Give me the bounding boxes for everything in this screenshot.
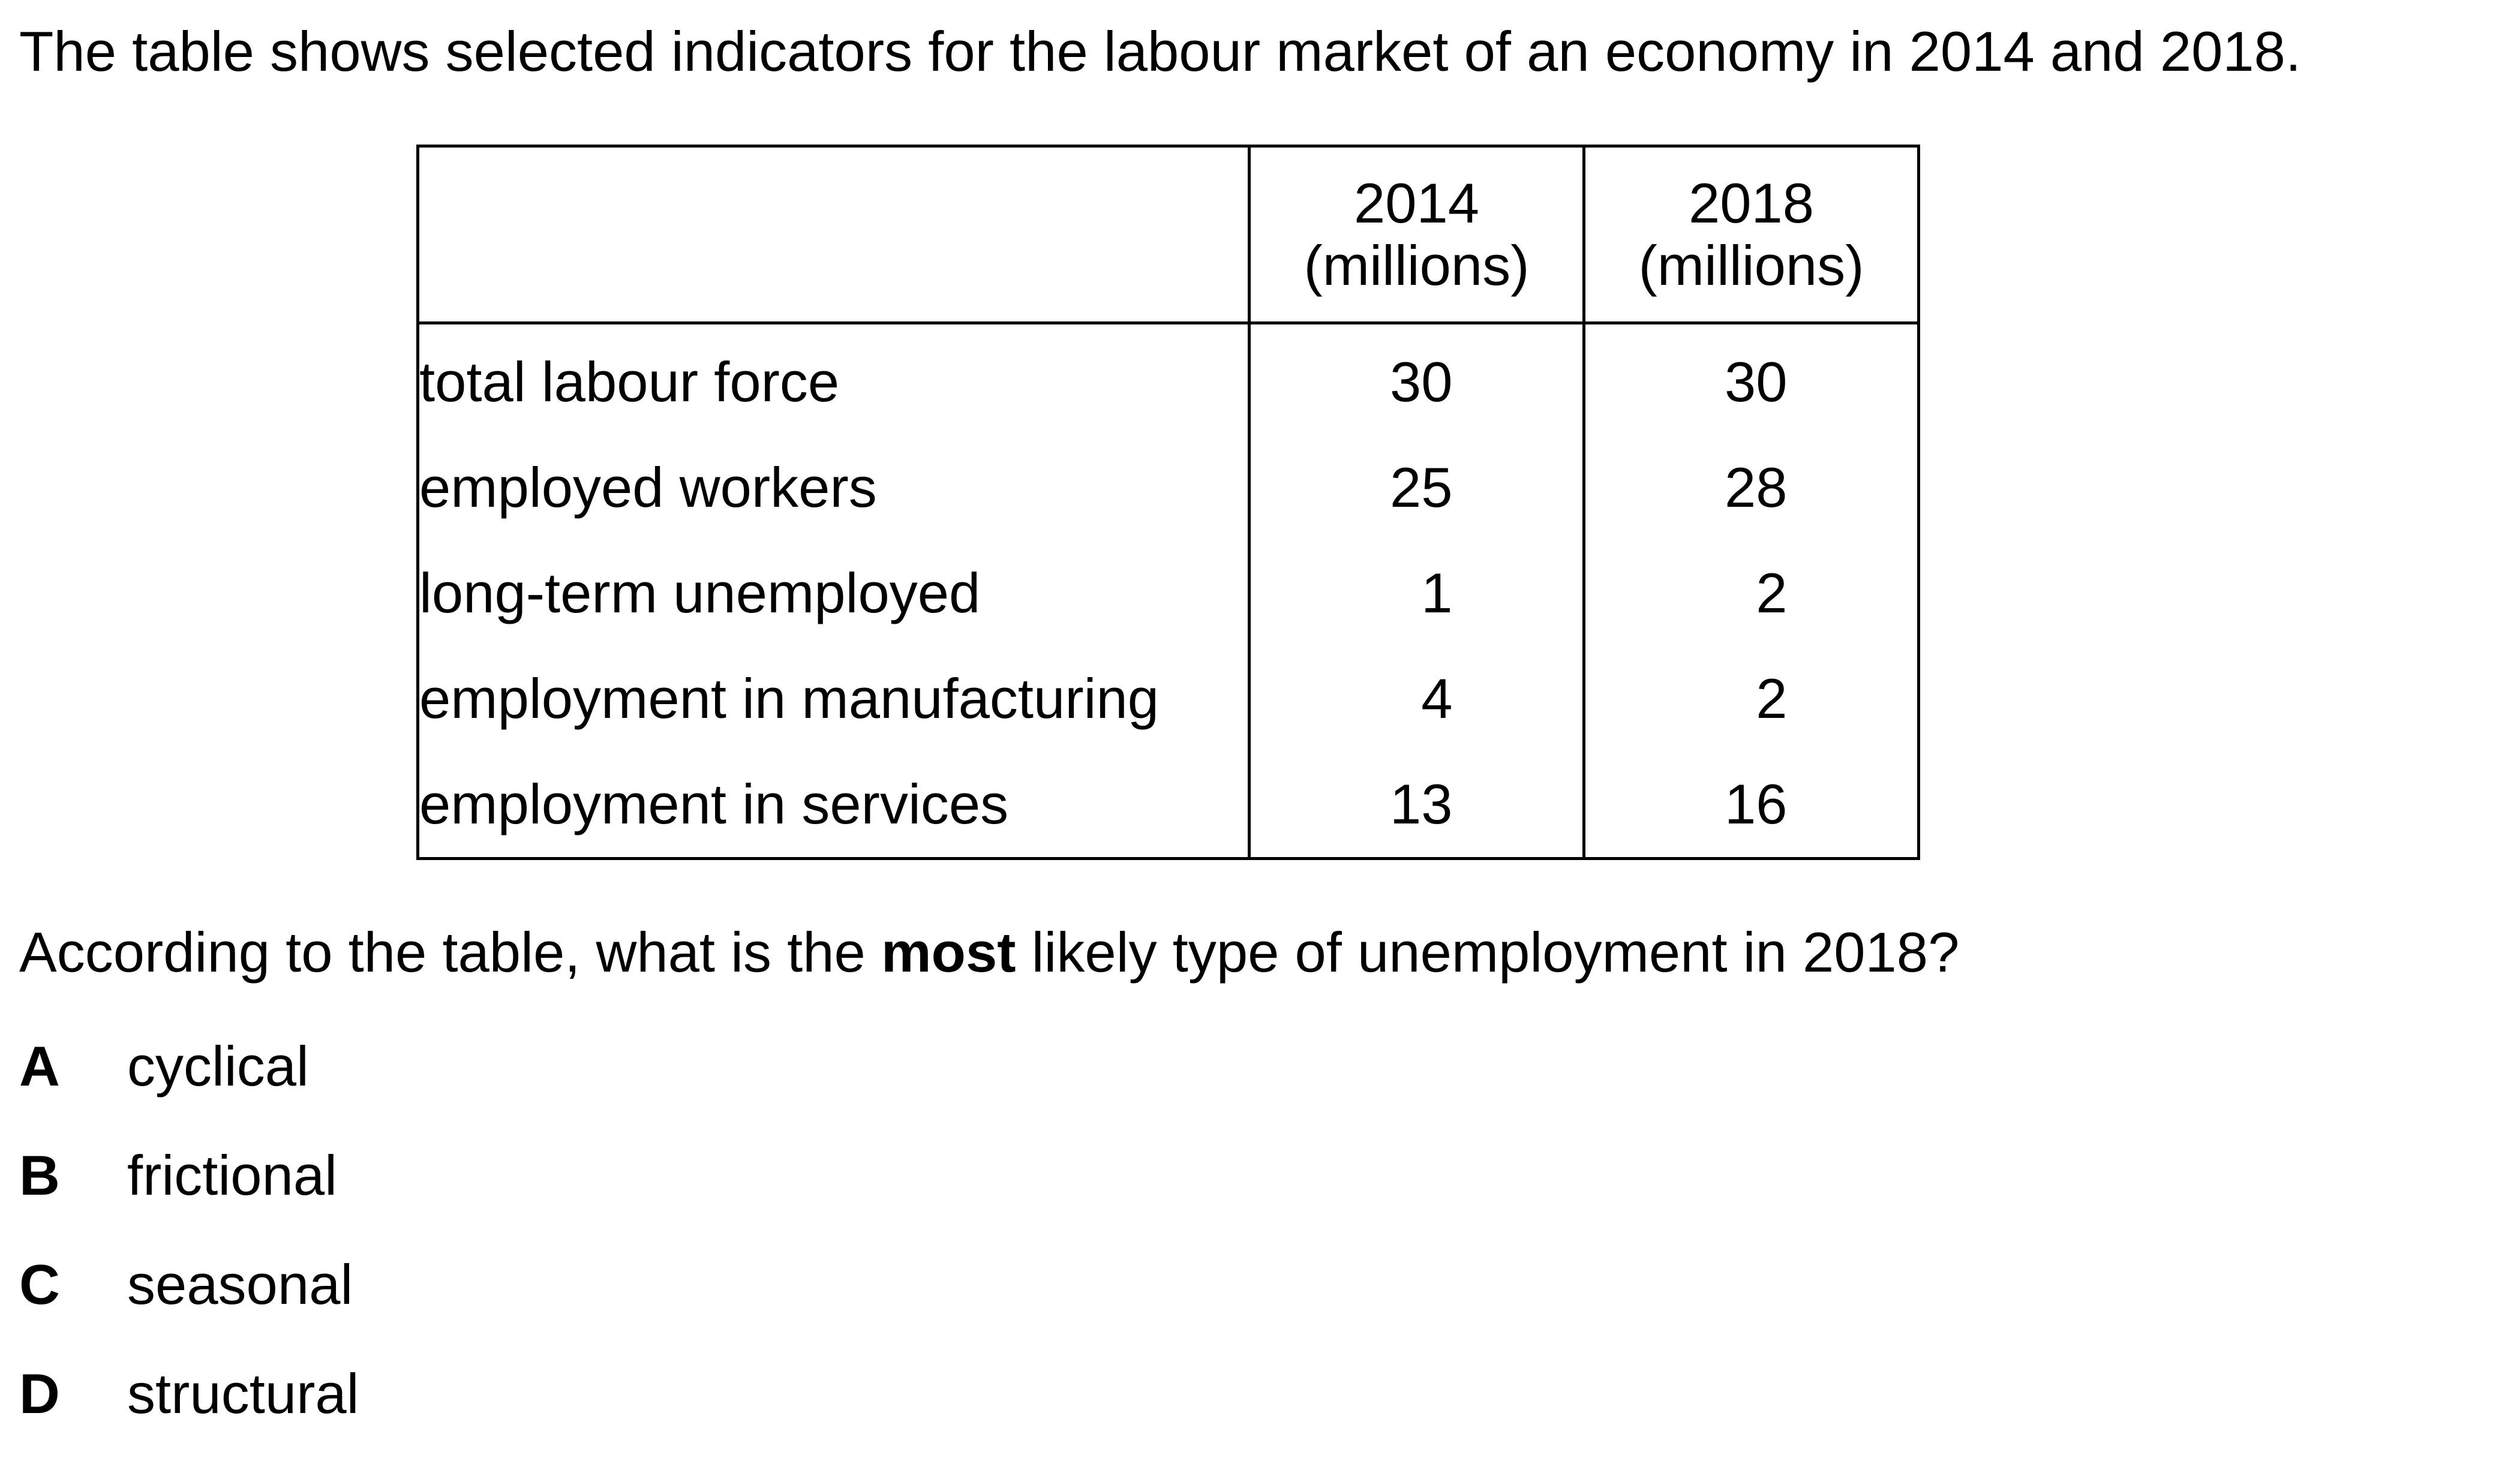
row-label: employed workers	[416, 435, 1251, 540]
option-text: structural	[127, 1362, 359, 1425]
question-text: According to the table, what is the most…	[19, 916, 1959, 988]
value-2014: 13	[1248, 751, 1585, 860]
row-label: long-term unemployed	[416, 540, 1251, 646]
cell-value: 28	[1724, 456, 1788, 519]
table-row: employment in manufacturing 4 2	[416, 646, 1920, 751]
value-2014: 25	[1248, 435, 1585, 540]
cell-value: 4	[1421, 667, 1453, 730]
table-row: long-term unemployed 1 2	[416, 540, 1920, 646]
cell-value: 2	[1756, 561, 1788, 624]
option-letter: B	[19, 1144, 60, 1207]
row-label: employment in manufacturing	[416, 646, 1251, 751]
table-row: employment in services 13 16	[416, 751, 1920, 860]
cell-value: 1	[1421, 561, 1453, 624]
option-letter: D	[19, 1362, 60, 1425]
question-emphasis: most	[881, 921, 1016, 984]
table-row: total labour force 30 30	[416, 323, 1920, 435]
header-year: 2018	[1688, 172, 1815, 235]
value-2014: 1	[1248, 540, 1585, 646]
cell-value: 25	[1389, 456, 1453, 519]
cell-value: 30	[1389, 350, 1453, 413]
header-year: 2014	[1353, 172, 1480, 235]
labour-market-table: 2014 (millions) 2018 (millions) total la…	[416, 145, 1920, 860]
cell-value: 30	[1724, 350, 1788, 413]
value-2014: 30	[1248, 323, 1585, 435]
value-2018: 16	[1582, 751, 1920, 860]
question-before: According to the table, what is the	[19, 921, 881, 984]
header-2014: 2014 (millions)	[1248, 145, 1585, 324]
intro-text: The table shows selected indicators for …	[19, 20, 2302, 83]
cell-value: 13	[1389, 772, 1453, 835]
value-2018: 2	[1582, 646, 1920, 751]
value-2014: 4	[1248, 646, 1585, 751]
table-row: employed workers 25 28	[416, 435, 1920, 540]
row-label: employment in services	[416, 751, 1251, 860]
option-text: seasonal	[127, 1253, 353, 1316]
header-blank-cell	[416, 145, 1251, 324]
option-letter: A	[19, 1035, 60, 1098]
value-2018: 30	[1582, 323, 1920, 435]
option-text: cyclical	[127, 1035, 309, 1098]
value-2018: 28	[1582, 435, 1920, 540]
option-letter: C	[19, 1253, 60, 1316]
value-2018: 2	[1582, 540, 1920, 646]
option-text: frictional	[127, 1144, 338, 1207]
header-unit: (millions)	[1638, 234, 1864, 297]
header-2018: 2018 (millions)	[1582, 145, 1920, 324]
cell-value: 2	[1756, 667, 1788, 730]
question-after: likely type of unemployment in 2018?	[1016, 921, 1960, 984]
header-unit: (millions)	[1303, 234, 1530, 297]
row-label: total labour force	[416, 323, 1251, 435]
table-header-row: 2014 (millions) 2018 (millions)	[416, 145, 1920, 324]
cell-value: 16	[1724, 772, 1788, 835]
